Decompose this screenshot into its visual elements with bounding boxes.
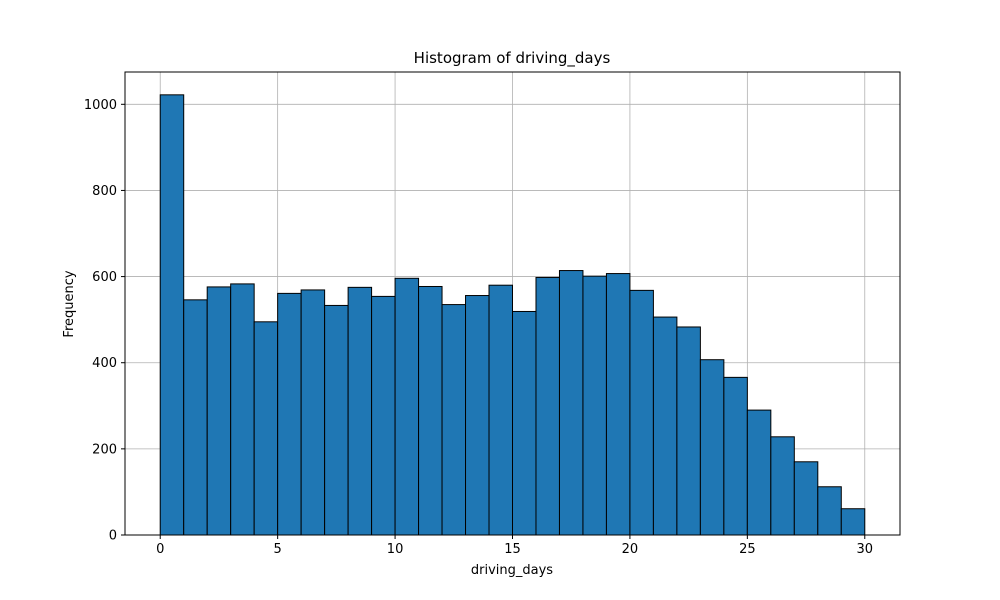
x-axis-label: driving_days xyxy=(471,563,553,578)
histogram-bar-9 xyxy=(371,295,396,536)
histogram-bar-27 xyxy=(793,461,819,536)
y-tick-label: 400 xyxy=(92,356,117,371)
histogram-bar-3 xyxy=(230,283,255,536)
histogram-bar-22 xyxy=(676,326,701,536)
histogram-bar-0 xyxy=(159,94,185,536)
chart-title: Histogram of driving_days xyxy=(414,49,611,68)
y-axis-ticks: 0 200 400 600 800 1000 xyxy=(84,98,125,544)
histogram-bar-20 xyxy=(629,289,654,536)
histogram-bar-10 xyxy=(394,277,420,536)
histogram-bar-26 xyxy=(770,436,795,536)
histogram-bar-23 xyxy=(699,359,725,536)
y-tick-label: 600 xyxy=(92,270,117,285)
histogram-bar-24 xyxy=(723,376,748,536)
histogram-bar-25 xyxy=(746,409,772,536)
histogram-bar-7 xyxy=(324,304,349,536)
y-tick-label: 1000 xyxy=(84,98,117,113)
histogram-bar-6 xyxy=(300,289,326,536)
histogram-bar-5 xyxy=(277,292,302,536)
x-tick-label: 0 xyxy=(156,542,164,557)
x-tick-label: 10 xyxy=(387,542,404,557)
x-tick-label: 15 xyxy=(504,542,521,557)
histogram-bar-15 xyxy=(512,310,537,536)
histogram-bar-2 xyxy=(206,286,232,536)
histogram-bar-18 xyxy=(582,275,607,536)
x-tick-label: 5 xyxy=(274,542,282,557)
histogram-bar-17 xyxy=(558,270,584,536)
histogram-bar-11 xyxy=(418,285,443,536)
y-axis-label: Frequency xyxy=(62,270,77,337)
histogram-bar-19 xyxy=(605,273,631,536)
histogram-bars xyxy=(159,94,866,536)
histogram-bar-29 xyxy=(840,508,866,536)
x-tick-label: 30 xyxy=(856,542,873,557)
x-tick-label: 25 xyxy=(739,542,756,557)
y-tick-label: 800 xyxy=(92,184,117,199)
histogram-bar-14 xyxy=(488,284,513,536)
y-tick-label: 200 xyxy=(92,442,117,457)
x-axis-ticks: 0 5 10 15 20 25 30 xyxy=(156,535,873,557)
histogram-bar-4 xyxy=(253,321,279,536)
histogram-bar-1 xyxy=(183,299,208,536)
histogram-bar-8 xyxy=(347,286,373,536)
y-tick-label: 0 xyxy=(109,529,117,544)
histogram-bar-28 xyxy=(817,486,842,536)
histogram-bar-16 xyxy=(535,276,560,536)
histogram-bar-12 xyxy=(441,304,467,536)
x-tick-label: 20 xyxy=(622,542,639,557)
histogram-bar-21 xyxy=(652,316,678,536)
histogram-bar-13 xyxy=(465,295,490,536)
